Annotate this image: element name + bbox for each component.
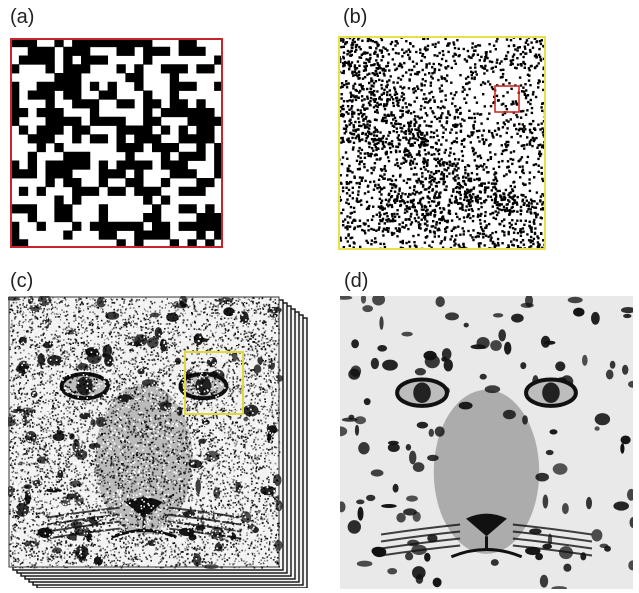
panel-b-zoomed-eye — [338, 36, 546, 250]
noisy-leopard-stack — [8, 296, 308, 588]
panel-a-label: (a) — [10, 6, 35, 28]
zoomed-noisy-image — [338, 36, 546, 250]
panel-c-image-stack — [8, 296, 320, 588]
panel-b-label: (b) — [343, 6, 368, 28]
panel-c-label: (c) — [10, 270, 34, 292]
panel-d-reconstruction — [340, 296, 633, 589]
panel-d-label: (d) — [344, 270, 369, 292]
reconstructed-leopard-image — [340, 296, 633, 589]
panel-a-binary-pattern — [10, 38, 223, 248]
binary-pattern-image — [10, 38, 223, 248]
